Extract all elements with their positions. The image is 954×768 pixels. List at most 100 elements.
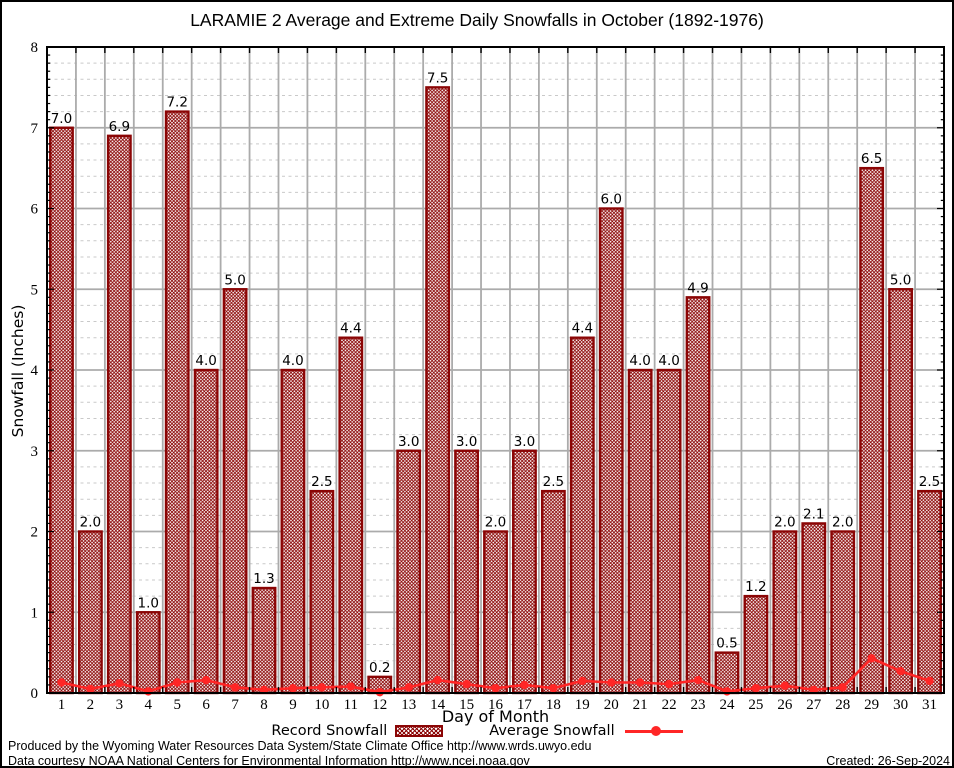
bar-value-label: 0.2 [369,660,390,676]
bar-value-label: 7.0 [51,111,72,127]
record-bar [888,288,914,695]
chart-title: LARAMIE 2 Average and Extreme Daily Snow… [190,10,764,30]
x-tick-label: 3 [116,697,124,713]
bar-value-label: 4.9 [687,280,708,296]
record-bar [743,594,769,695]
average-marker [607,678,616,687]
x-tick-label: 27 [806,697,822,713]
bar-value-label: 2.5 [311,474,332,490]
bar-value-label: 4.4 [340,321,361,337]
bar-value-label: 1.0 [138,595,159,611]
bar-value-label: 4.4 [572,321,593,337]
record-bar [772,530,798,695]
y-tick-label: 8 [31,40,39,56]
x-tick-label: 11 [344,697,358,713]
bar-value-label: 5.0 [890,272,911,288]
bar-value-label: 4.0 [282,353,303,369]
bar-value-label: 2.5 [543,474,564,490]
average-marker [896,666,905,676]
x-tick-label: 20 [604,697,619,713]
y-tick-label: 0 [31,686,39,702]
x-tick-label: 13 [401,697,416,713]
bar-value-label: 7.5 [427,70,448,86]
x-tick-label: 25 [748,697,763,713]
bar-value-label: 6.9 [109,119,130,135]
record-bar-swatch-icon [395,725,444,737]
y-tick-label: 2 [31,525,39,541]
average-marker [317,683,327,692]
y-tick-label: 7 [31,121,39,137]
y-axis-title: Snowfall (Inches) [9,304,27,438]
legend-average-label: Average Snowfall [489,723,615,739]
x-tick-label: 19 [575,697,590,713]
average-marker [520,680,529,690]
average-marker [722,687,732,696]
average-marker [404,683,413,692]
record-bar [77,530,103,695]
average-marker [144,687,153,696]
x-tick-label: 6 [202,697,210,713]
average-marker [838,683,847,692]
x-tick-label: 31 [922,697,937,713]
average-marker [86,684,95,694]
bar-value-label: 2.0 [832,515,853,531]
average-marker [115,679,124,688]
record-bar [135,611,161,695]
record-bar [627,368,653,695]
footer-data-courtesy: Created: 26-Sep-2024 Data courtesy NOAA … [8,754,950,768]
bar-value-label: 4.0 [195,353,216,369]
y-tick-label: 4 [31,363,39,379]
x-tick-label: 24 [719,697,735,713]
x-tick-label: 29 [864,697,879,713]
bar-value-label: 1.3 [253,571,274,587]
average-marker [809,685,818,694]
average-line-swatch-icon [624,726,683,736]
record-bar [917,489,942,695]
record-bar [801,522,827,695]
record-bar [106,134,132,695]
average-marker [230,683,240,692]
record-bar [656,368,682,695]
average-marker [635,678,645,687]
x-tick-label: 28 [835,697,850,713]
record-bar [425,86,451,695]
average-marker [578,676,587,686]
x-tick-label: 18 [546,697,561,713]
average-marker [491,683,500,693]
x-tick-label: 5 [173,697,181,713]
record-bar [685,296,711,695]
x-tick-label: 30 [893,697,908,713]
bar-value-label: 4.0 [658,353,679,369]
average-marker [201,675,211,685]
legend: Record Snowfall Average Snowfall [2,723,952,739]
average-marker [288,683,298,693]
record-bar [569,336,595,695]
average-marker [925,676,934,686]
x-tick-label: 8 [260,697,268,713]
average-marker [867,654,876,663]
average-marker [751,683,761,693]
footer-created-date: Created: 26-Sep-2024 [826,754,950,768]
record-bar [396,449,422,695]
record-bar [164,110,190,695]
bar-value-label: 2.0 [80,515,101,531]
x-tick-label: 9 [289,697,297,713]
record-bar [193,368,219,695]
bar-value-label: 2.0 [485,515,506,531]
record-bar [540,489,566,695]
bar-value-label: 1.2 [745,579,766,595]
record-bar [280,368,306,695]
x-tick-label: 4 [145,697,153,713]
bar-value-label: 6.5 [861,151,882,167]
x-tick-label: 10 [314,697,329,713]
average-marker [57,678,66,687]
record-bar [338,336,364,695]
average-marker [462,679,471,689]
record-bar [830,530,856,695]
average-marker-icon [650,726,661,736]
bar-value-label: 7.2 [166,95,187,111]
bar-value-label: 2.0 [774,515,795,531]
bar-value-label: 3.0 [514,434,535,450]
